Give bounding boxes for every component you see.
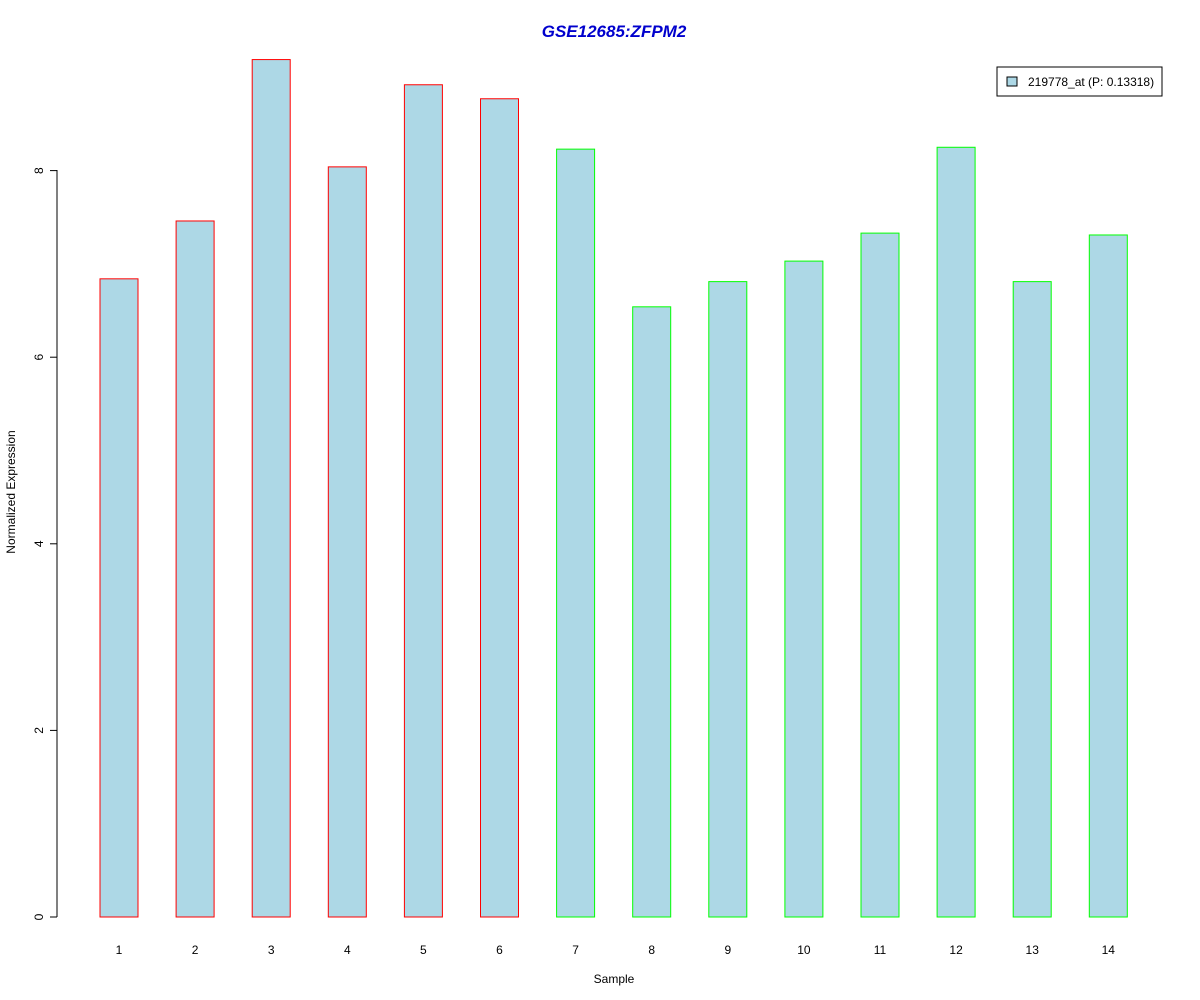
y-axis-ticks: 0 2 4 6 8	[32, 167, 57, 920]
y-tick-label: 8	[32, 167, 46, 174]
bar-sample-3	[251, 59, 291, 918]
x-tick-label: 1	[116, 943, 123, 957]
bar-sample-2	[175, 220, 215, 918]
x-tick-label: 2	[192, 943, 199, 957]
bar-sample-4	[327, 166, 367, 918]
x-tick-label: 10	[797, 943, 811, 957]
bar-sample-8	[632, 306, 672, 918]
y-tick-label: 6	[32, 354, 46, 361]
legend-box	[996, 66, 1163, 97]
y-tick-label: 2	[32, 727, 46, 734]
bar-sample-13	[1012, 281, 1052, 918]
x-tick-label: 12	[949, 943, 963, 957]
x-tick-label: 9	[724, 943, 731, 957]
x-tick-label: 14	[1102, 943, 1116, 957]
x-tick-label: 13	[1026, 943, 1040, 957]
bar-sample-11	[860, 232, 900, 918]
legend-swatch	[1006, 76, 1018, 87]
x-tick-label: 8	[648, 943, 655, 957]
x-tick-label: 5	[420, 943, 427, 957]
bar-sample-9	[708, 281, 748, 918]
y-tick-label: 4	[32, 540, 46, 547]
x-tick-label: 6	[496, 943, 503, 957]
x-tick-label: 7	[572, 943, 579, 957]
x-tick-label: 3	[268, 943, 275, 957]
legend-label: 219778_at (P: 0.13318)	[1028, 75, 1154, 89]
y-axis-label: Normalized Expression	[4, 430, 18, 553]
bar-sample-10	[784, 260, 824, 918]
bar-sample-5	[403, 84, 443, 918]
x-tick-label: 11	[874, 943, 887, 957]
x-tick-label: 4	[344, 943, 351, 957]
bars-group	[99, 59, 1128, 918]
bar-sample-14	[1088, 234, 1128, 918]
y-tick-label: 0	[32, 913, 46, 920]
chart-title: GSE12685:ZFPM2	[542, 22, 687, 41]
bar-sample-7	[556, 148, 596, 918]
bar-sample-12	[936, 146, 976, 918]
x-axis-label: Sample	[594, 972, 635, 986]
legend: 219778_at (P: 0.13318)	[996, 66, 1163, 97]
bar-sample-6	[480, 98, 519, 918]
x-axis-tick-labels: 1 2 3 4 5 6 7 8 9 10 11 12 13 14	[116, 943, 1116, 957]
bar-sample-1	[99, 278, 139, 918]
